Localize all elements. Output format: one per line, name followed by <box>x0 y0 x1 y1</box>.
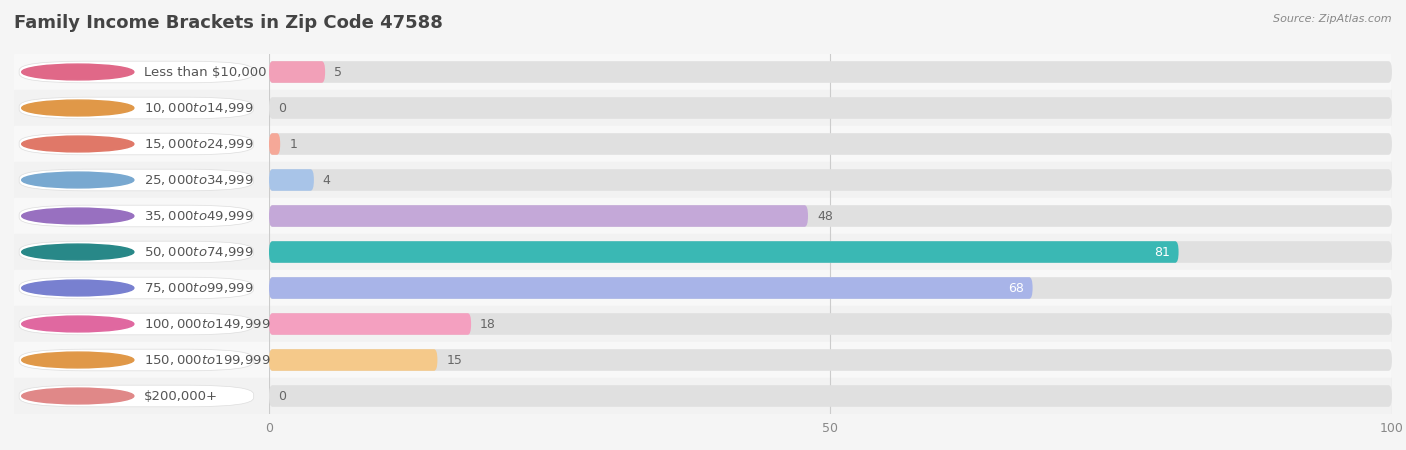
Circle shape <box>21 388 134 404</box>
FancyBboxPatch shape <box>269 97 1392 119</box>
Text: $25,000 to $34,999: $25,000 to $34,999 <box>143 173 253 187</box>
FancyBboxPatch shape <box>269 169 1392 191</box>
Text: Source: ZipAtlas.com: Source: ZipAtlas.com <box>1274 14 1392 23</box>
FancyBboxPatch shape <box>269 349 437 371</box>
Text: 0: 0 <box>278 390 285 402</box>
Bar <box>14 198 269 234</box>
Bar <box>14 54 269 90</box>
Bar <box>269 342 1392 378</box>
FancyBboxPatch shape <box>269 241 1392 263</box>
Text: $150,000 to $199,999: $150,000 to $199,999 <box>143 353 270 367</box>
FancyBboxPatch shape <box>269 349 1392 371</box>
Bar <box>269 198 1392 234</box>
Bar <box>269 306 1392 342</box>
Text: 4: 4 <box>323 174 330 186</box>
FancyBboxPatch shape <box>20 277 253 299</box>
Bar <box>14 270 269 306</box>
Text: 48: 48 <box>817 210 832 222</box>
FancyBboxPatch shape <box>269 133 280 155</box>
FancyBboxPatch shape <box>269 61 325 83</box>
Text: $15,000 to $24,999: $15,000 to $24,999 <box>143 137 253 151</box>
FancyBboxPatch shape <box>269 277 1032 299</box>
Bar <box>269 162 1392 198</box>
FancyBboxPatch shape <box>20 133 253 155</box>
Bar <box>269 234 1392 270</box>
Text: 5: 5 <box>335 66 342 78</box>
Text: $10,000 to $14,999: $10,000 to $14,999 <box>143 101 253 115</box>
FancyBboxPatch shape <box>269 241 1178 263</box>
FancyBboxPatch shape <box>20 313 253 335</box>
Bar <box>269 126 1392 162</box>
Circle shape <box>21 172 134 188</box>
Bar <box>14 342 269 378</box>
Bar <box>269 378 1392 414</box>
FancyBboxPatch shape <box>269 313 1392 335</box>
Text: $35,000 to $49,999: $35,000 to $49,999 <box>143 209 253 223</box>
Text: Less than $10,000: Less than $10,000 <box>143 66 267 78</box>
Bar <box>14 234 269 270</box>
Bar <box>269 90 1392 126</box>
Text: $100,000 to $149,999: $100,000 to $149,999 <box>143 317 270 331</box>
FancyBboxPatch shape <box>269 205 808 227</box>
FancyBboxPatch shape <box>269 385 1392 407</box>
FancyBboxPatch shape <box>20 205 253 227</box>
Circle shape <box>21 280 134 296</box>
FancyBboxPatch shape <box>269 205 1392 227</box>
Text: 0: 0 <box>278 102 285 114</box>
Circle shape <box>21 64 134 80</box>
Circle shape <box>21 316 134 332</box>
Bar <box>14 90 269 126</box>
Text: 81: 81 <box>1154 246 1170 258</box>
Bar <box>14 162 269 198</box>
Text: 18: 18 <box>479 318 496 330</box>
Circle shape <box>21 352 134 368</box>
Circle shape <box>21 208 134 224</box>
Bar <box>14 378 269 414</box>
FancyBboxPatch shape <box>269 133 1392 155</box>
Text: $50,000 to $74,999: $50,000 to $74,999 <box>143 245 253 259</box>
Text: $200,000+: $200,000+ <box>143 390 218 402</box>
Circle shape <box>21 136 134 152</box>
FancyBboxPatch shape <box>269 169 314 191</box>
Text: Family Income Brackets in Zip Code 47588: Family Income Brackets in Zip Code 47588 <box>14 14 443 32</box>
Text: 15: 15 <box>446 354 463 366</box>
FancyBboxPatch shape <box>269 61 1392 83</box>
Text: $75,000 to $99,999: $75,000 to $99,999 <box>143 281 253 295</box>
Circle shape <box>21 100 134 116</box>
Bar <box>14 126 269 162</box>
FancyBboxPatch shape <box>20 241 253 263</box>
FancyBboxPatch shape <box>20 61 253 83</box>
Text: 1: 1 <box>290 138 297 150</box>
Bar <box>14 306 269 342</box>
Bar <box>269 54 1392 90</box>
FancyBboxPatch shape <box>269 313 471 335</box>
Circle shape <box>21 244 134 260</box>
FancyBboxPatch shape <box>20 97 253 119</box>
FancyBboxPatch shape <box>269 277 1392 299</box>
FancyBboxPatch shape <box>20 349 253 371</box>
Bar <box>269 270 1392 306</box>
Text: 68: 68 <box>1008 282 1024 294</box>
FancyBboxPatch shape <box>20 385 253 407</box>
FancyBboxPatch shape <box>20 169 253 191</box>
